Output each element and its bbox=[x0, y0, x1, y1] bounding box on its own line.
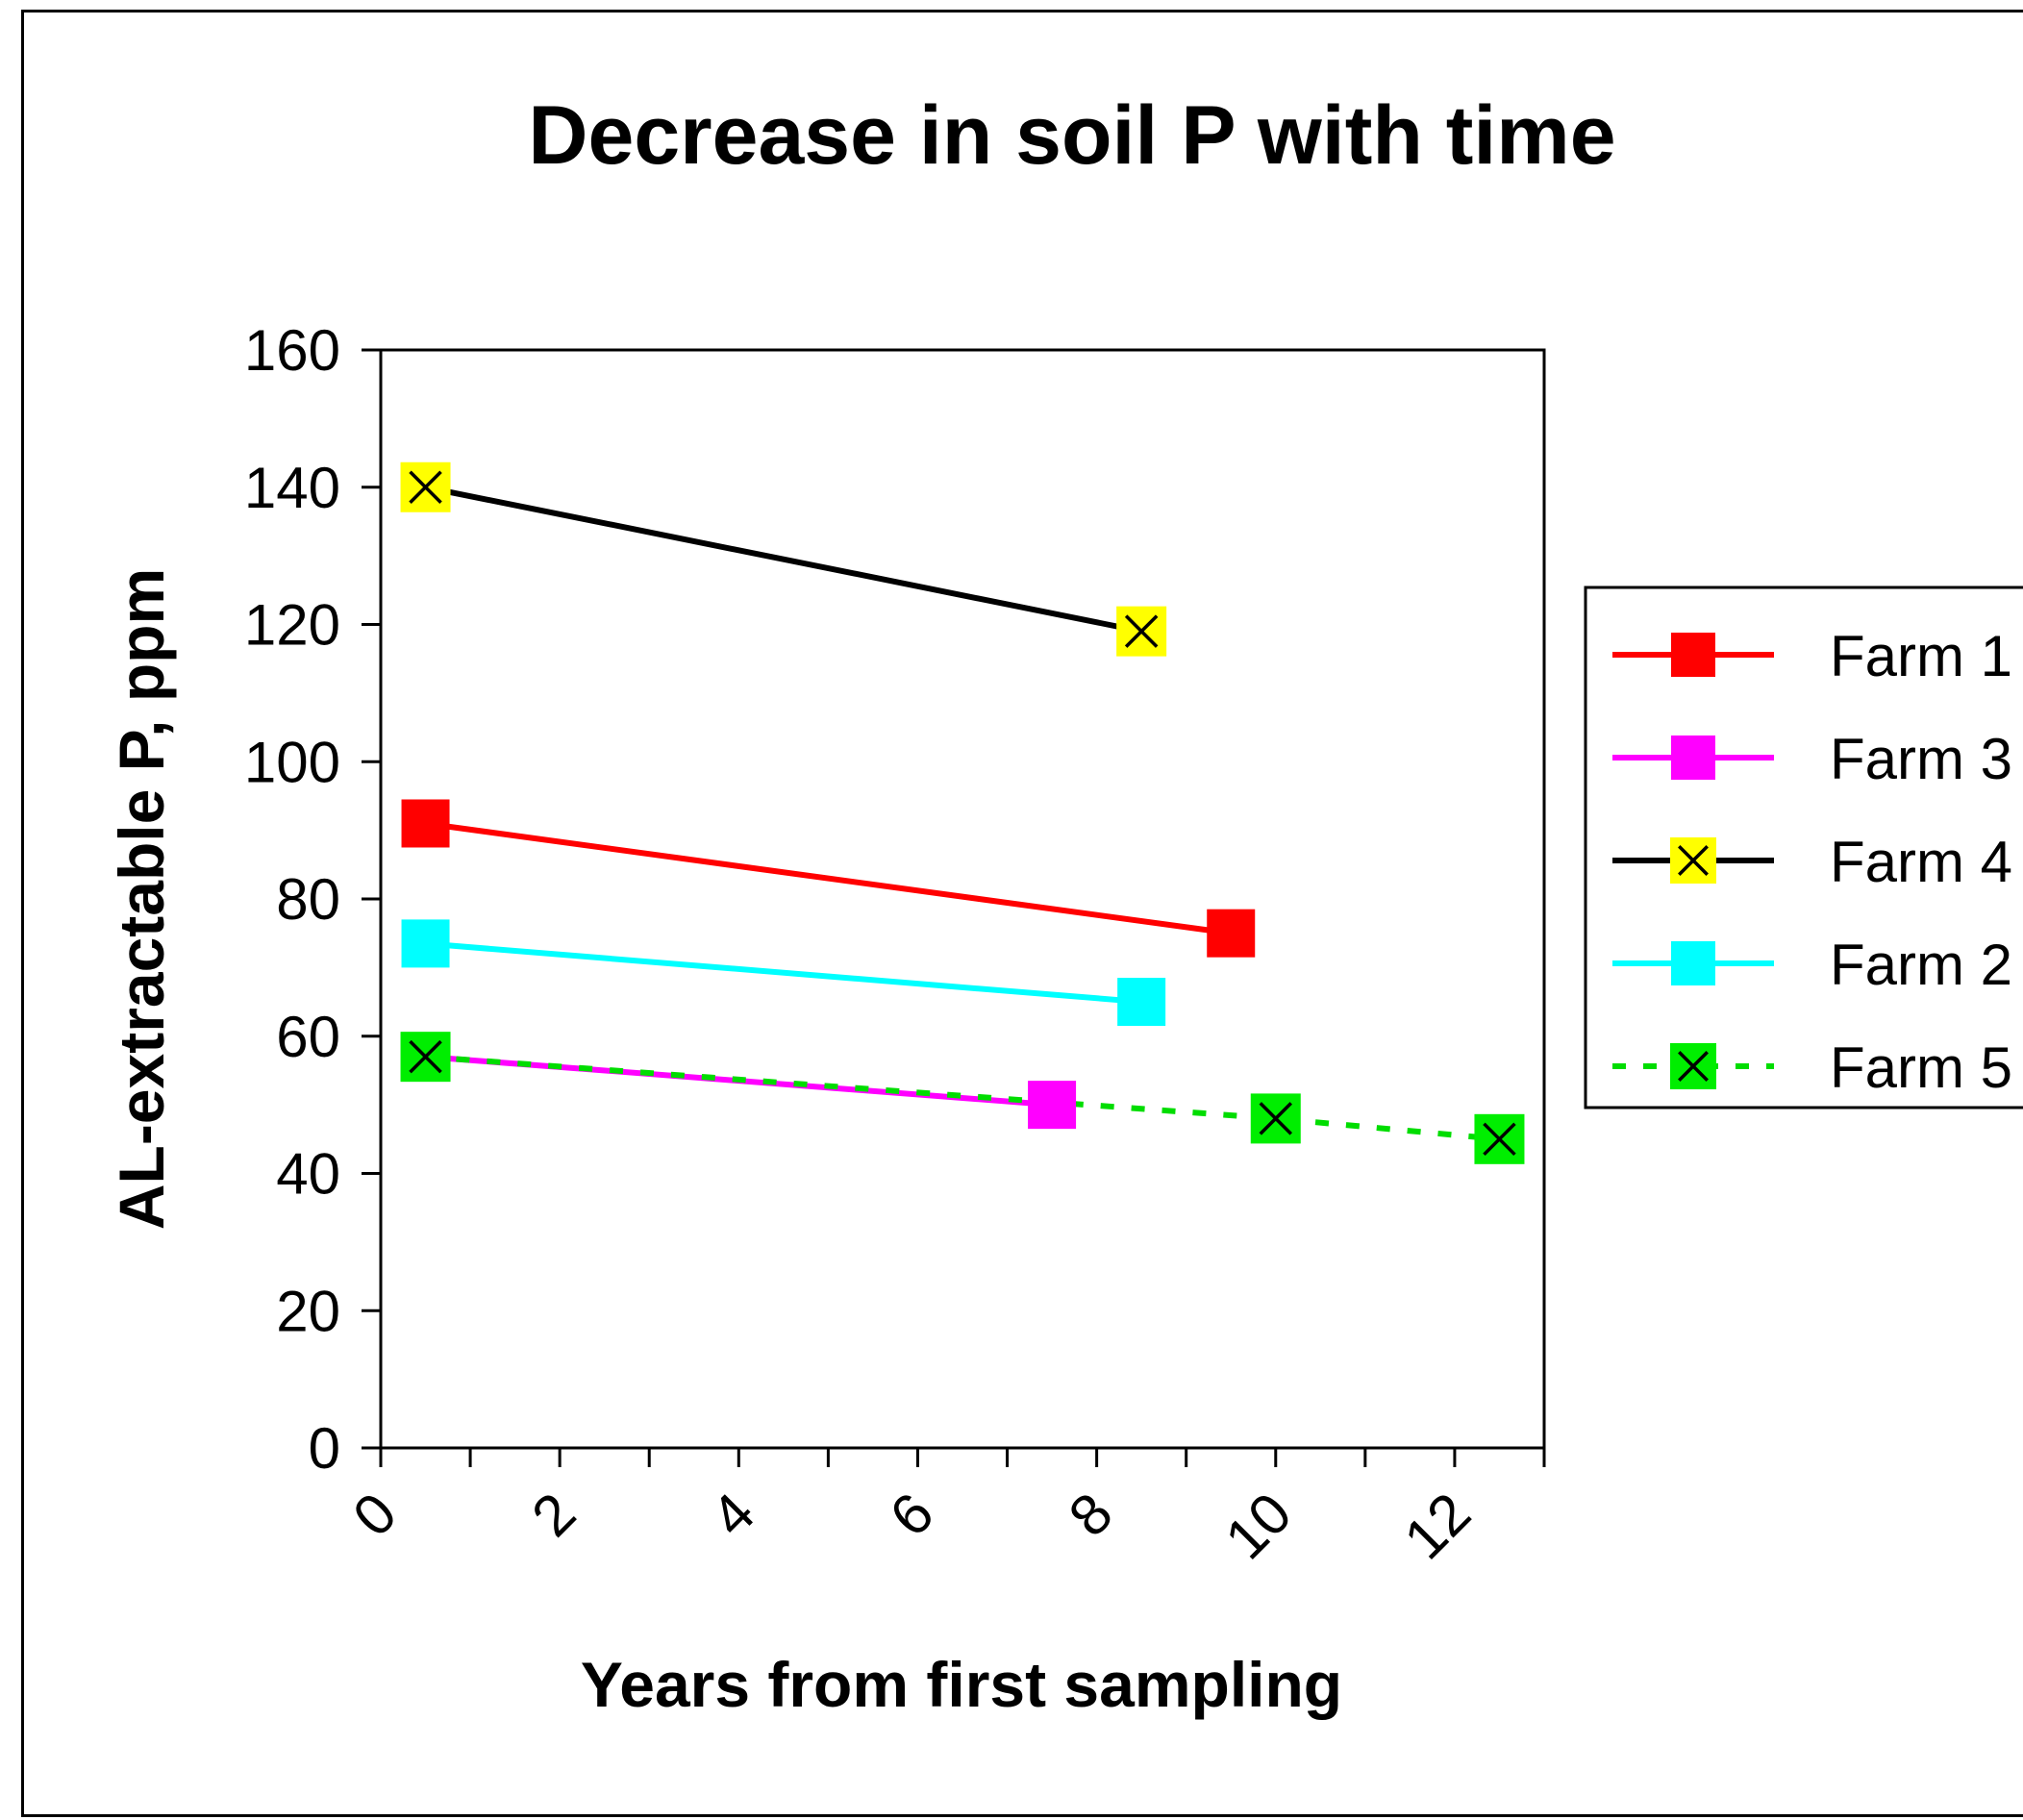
series-line bbox=[425, 1054, 1500, 1142]
legend-label: Farm 4 bbox=[1830, 830, 2012, 894]
data-point bbox=[1670, 1043, 1716, 1089]
marker-square bbox=[1207, 909, 1256, 958]
y-axis-label: AL-extractable P, ppm bbox=[106, 568, 177, 1230]
marker-x bbox=[1483, 1122, 1516, 1157]
chart-title: Decrease in soil P with time bbox=[528, 89, 1615, 182]
marker-square bbox=[1671, 941, 1715, 985]
y-tick-label: 20 bbox=[276, 1279, 340, 1343]
marker-box bbox=[1670, 1043, 1716, 1089]
marker-square bbox=[1671, 735, 1715, 780]
series-line bbox=[425, 820, 1232, 936]
x-tick-label: 6 bbox=[878, 1481, 946, 1549]
data-point bbox=[401, 919, 450, 968]
data-point bbox=[1670, 837, 1716, 884]
data-point bbox=[1117, 978, 1166, 1027]
marker-square bbox=[1028, 1081, 1077, 1130]
legend-label: Farm 2 bbox=[1830, 933, 2012, 997]
y-tick-label: 0 bbox=[309, 1416, 340, 1481]
axis-ticks: 0 20 40 60 80 100 120 140 160 0 2 4 6 8 10 12 bbox=[244, 318, 1546, 1572]
data-point bbox=[400, 461, 451, 512]
x-tick-label: 0 bbox=[340, 1481, 409, 1549]
y-tick-label: 80 bbox=[276, 867, 340, 932]
marker-square bbox=[401, 799, 450, 848]
data-point bbox=[1671, 735, 1715, 780]
marker-x bbox=[409, 1039, 442, 1074]
marker-box bbox=[1250, 1093, 1301, 1144]
chart-svg: Decrease in soil P with time 02040608010… bbox=[106, 89, 2023, 1720]
data-point bbox=[1207, 909, 1256, 958]
legend: Farm 1 Farm 3 Farm 4 Farm 2 Farm 5 bbox=[1584, 586, 2023, 1109]
x-tick-label: 10 bbox=[1212, 1481, 1304, 1572]
x-tick-label: 4 bbox=[699, 1481, 767, 1549]
y-tick-label: 40 bbox=[276, 1142, 340, 1207]
x-tick-label: 8 bbox=[1057, 1481, 1125, 1549]
y-tick-label: 120 bbox=[244, 593, 340, 658]
data-point bbox=[400, 1032, 451, 1083]
marker-x bbox=[409, 470, 442, 504]
marker-x bbox=[1259, 1102, 1293, 1135]
legend-label: Farm 5 bbox=[1830, 1035, 2012, 1100]
series-line bbox=[425, 940, 1142, 1006]
data-point bbox=[1028, 1081, 1077, 1130]
legend-label: Farm 1 bbox=[1830, 624, 2012, 688]
data-point bbox=[1474, 1113, 1525, 1164]
y-tick-label: 60 bbox=[276, 1005, 340, 1069]
marker-square bbox=[1671, 633, 1715, 677]
data-point bbox=[1671, 633, 1715, 677]
y-tick-label: 140 bbox=[244, 456, 340, 520]
x-tick-label: 2 bbox=[519, 1481, 587, 1549]
marker-x bbox=[1124, 614, 1159, 648]
data-point bbox=[1671, 941, 1715, 985]
x-tick-label: 12 bbox=[1392, 1481, 1484, 1572]
y-tick-label: 160 bbox=[244, 318, 340, 383]
x-axis-label: Years from first sampling bbox=[581, 1649, 1342, 1720]
marker-x bbox=[1678, 845, 1709, 876]
legend-label: Farm 3 bbox=[1830, 727, 2012, 791]
series-lines bbox=[424, 484, 1500, 1142]
series-markers bbox=[400, 461, 1525, 1164]
marker-box bbox=[1670, 837, 1716, 884]
chart-frame: Decrease in soil P with time 0 20 40 60 80 10… bbox=[21, 10, 2023, 1817]
marker-square bbox=[401, 919, 450, 968]
data-point bbox=[401, 799, 450, 848]
y-tick-label: 100 bbox=[244, 730, 340, 794]
legend-items: Farm 1 Farm 3 Farm 4 Farm 2 Farm 5 bbox=[1612, 624, 2012, 1100]
data-point bbox=[1116, 606, 1167, 657]
marker-x bbox=[1678, 1051, 1709, 1082]
data-point bbox=[1250, 1093, 1301, 1144]
marker-square bbox=[1117, 978, 1166, 1027]
series-line bbox=[424, 484, 1142, 635]
legend-box bbox=[1584, 586, 2023, 1109]
